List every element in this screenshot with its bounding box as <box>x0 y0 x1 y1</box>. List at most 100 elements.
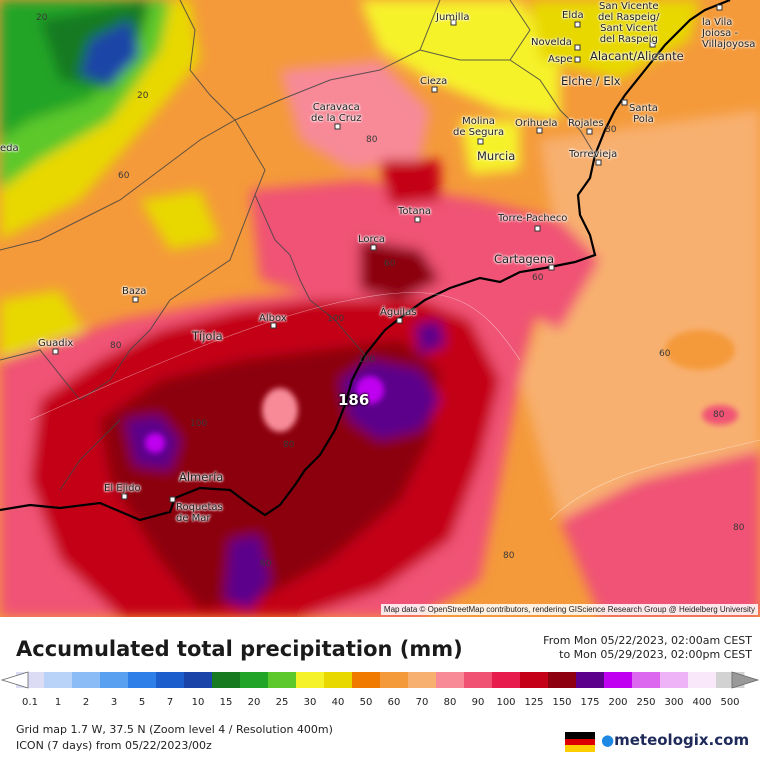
germany-flag-icon <box>565 732 595 753</box>
scale-label: 1 <box>54 697 62 708</box>
scale-label: 40 <box>331 697 345 708</box>
city-marker-elda <box>574 21 581 28</box>
scale-swatch-300 <box>660 672 689 688</box>
contour-label: 100 <box>190 419 208 429</box>
contour-label: 100 <box>358 355 376 365</box>
scale-label: 125 <box>524 697 544 708</box>
scale-swatch-90 <box>464 672 493 688</box>
coastline <box>0 0 731 522</box>
scale-label: 300 <box>664 697 684 708</box>
city-label-torre-pacheco: Torre-Pacheco <box>498 213 568 224</box>
meteologix-logo: ●meteologix.com <box>601 731 750 749</box>
color-scale <box>0 671 760 689</box>
city-label-villajoyosa: la Vila Joiosa - Villajoyosa <box>702 17 756 50</box>
city-label-totana: Totana <box>398 206 432 217</box>
city-marker-orihuela <box>536 127 543 134</box>
scale-swatch-150 <box>548 672 577 688</box>
contour-label: 80 <box>733 523 745 533</box>
city-marker-rojales <box>586 128 593 135</box>
city-label-aspe: Aspe <box>548 54 573 65</box>
city-label-alicante: Alacant/Alicante <box>590 49 684 63</box>
max-value-label: 186 <box>338 391 370 409</box>
scale-label: 7 <box>166 697 174 708</box>
city-label-rojales: Rojales <box>568 118 604 129</box>
city-marker-el-ejido <box>121 493 128 500</box>
city-marker-roquetas <box>169 496 176 503</box>
scale-swatch-20 <box>240 672 269 688</box>
city-label-granada-partial: eda <box>0 143 19 154</box>
contour-label: 80 <box>110 341 122 351</box>
city-marker-aguilas <box>396 317 403 324</box>
city-marker-san-vicente <box>649 41 656 48</box>
period-from: From Mon 05/22/2023, 02:00am CEST <box>543 634 752 647</box>
city-label-almeria: Almería <box>179 470 224 484</box>
city-label-san-vicente: San Vicente del Raspeig/Sant Vicent del Ra… <box>598 1 660 45</box>
contour-label: 60 <box>659 349 671 359</box>
city-label-cieza: Cieza <box>420 76 448 87</box>
scale-label: 200 <box>608 697 628 708</box>
city-label-guadix: Guadix <box>38 338 74 349</box>
scale-label: 10 <box>191 697 205 708</box>
scale-label: 60 <box>387 697 401 708</box>
city-label-jumilla: Jumilla <box>436 12 470 23</box>
scale-swatch-40 <box>324 672 353 688</box>
city-label-novelda: Novelda <box>531 37 572 48</box>
scale-swatch-3 <box>100 672 129 688</box>
scale-swatch-1 <box>44 672 73 688</box>
contour-label: 80 <box>366 135 378 145</box>
city-marker-jumilla <box>450 19 457 26</box>
scale-swatch-250 <box>632 672 661 688</box>
city-label-albox: Albox <box>259 313 287 324</box>
city-marker-totana <box>414 216 421 223</box>
city-marker-albox <box>270 322 277 329</box>
city-marker-molina <box>477 138 484 145</box>
city-marker-caravaca <box>334 123 341 130</box>
contour-label: 20 <box>36 13 48 23</box>
scale-swatch-60 <box>380 672 409 688</box>
contour-label: 60 <box>260 559 272 569</box>
scale-label: 25 <box>275 697 289 708</box>
city-marker-villajoyosa <box>716 4 723 11</box>
contour-label: 100 <box>327 314 345 324</box>
scale-swatch-175 <box>576 672 605 688</box>
city-label-murcia: Murcia <box>477 149 516 163</box>
scale-label: 90 <box>471 697 485 708</box>
city-marker-torre-pacheco <box>534 225 541 232</box>
scale-swatch-200 <box>604 672 633 688</box>
city-label-orihuela: Orihuela <box>515 118 558 129</box>
city-marker-novelda <box>574 44 581 51</box>
city-label-aguilas: Águilas <box>380 307 417 318</box>
city-label-el-ejido: El Ejido <box>104 483 141 494</box>
contour-label: 60 <box>384 259 396 269</box>
legend-panel <box>0 617 760 760</box>
scale-swatch-400 <box>688 672 717 688</box>
city-markers <box>52 4 723 503</box>
scale-swatch-70 <box>408 672 437 688</box>
scale-arrow-right <box>731 671 760 689</box>
city-marker-guadix <box>52 348 59 355</box>
city-label-torrevieja: Torrevieja <box>569 149 618 160</box>
scale-label: 5 <box>138 697 146 708</box>
model-info: ICON (7 days) from 05/22/2023/00z <box>16 739 212 752</box>
scale-label: 100 <box>496 697 516 708</box>
period-to: to Mon 05/29/2023, 02:00pm CEST <box>559 648 752 661</box>
contour-label: 80 <box>605 125 617 135</box>
map-canvas <box>0 0 760 617</box>
map-attribution: Map data © OpenStreetMap contributors, r… <box>380 604 758 615</box>
scale-swatch-7 <box>156 672 185 688</box>
contour-label: 80 <box>713 410 725 420</box>
scale-label: 70 <box>415 697 429 708</box>
scale-label: 50 <box>359 697 373 708</box>
contour-label: 60 <box>532 273 544 283</box>
grid-info: Grid map 1.7 W, 37.5 N (Zoom level 4 / R… <box>16 723 333 736</box>
city-label-cartagena: Cartagena <box>494 252 555 266</box>
city-label-lorca: Lorca <box>358 234 386 245</box>
province-borders <box>0 0 596 491</box>
scale-swatch-80 <box>436 672 465 688</box>
scale-swatch-10 <box>184 672 213 688</box>
scale-swatch-15 <box>212 672 241 688</box>
scale-label: 30 <box>303 697 317 708</box>
city-label-baza: Baza <box>122 286 147 297</box>
scale-label: 3 <box>110 697 118 708</box>
precipitation-map[interactable]: Jumilla Elda San Vicente del Raspeig/Sant… <box>0 0 760 617</box>
